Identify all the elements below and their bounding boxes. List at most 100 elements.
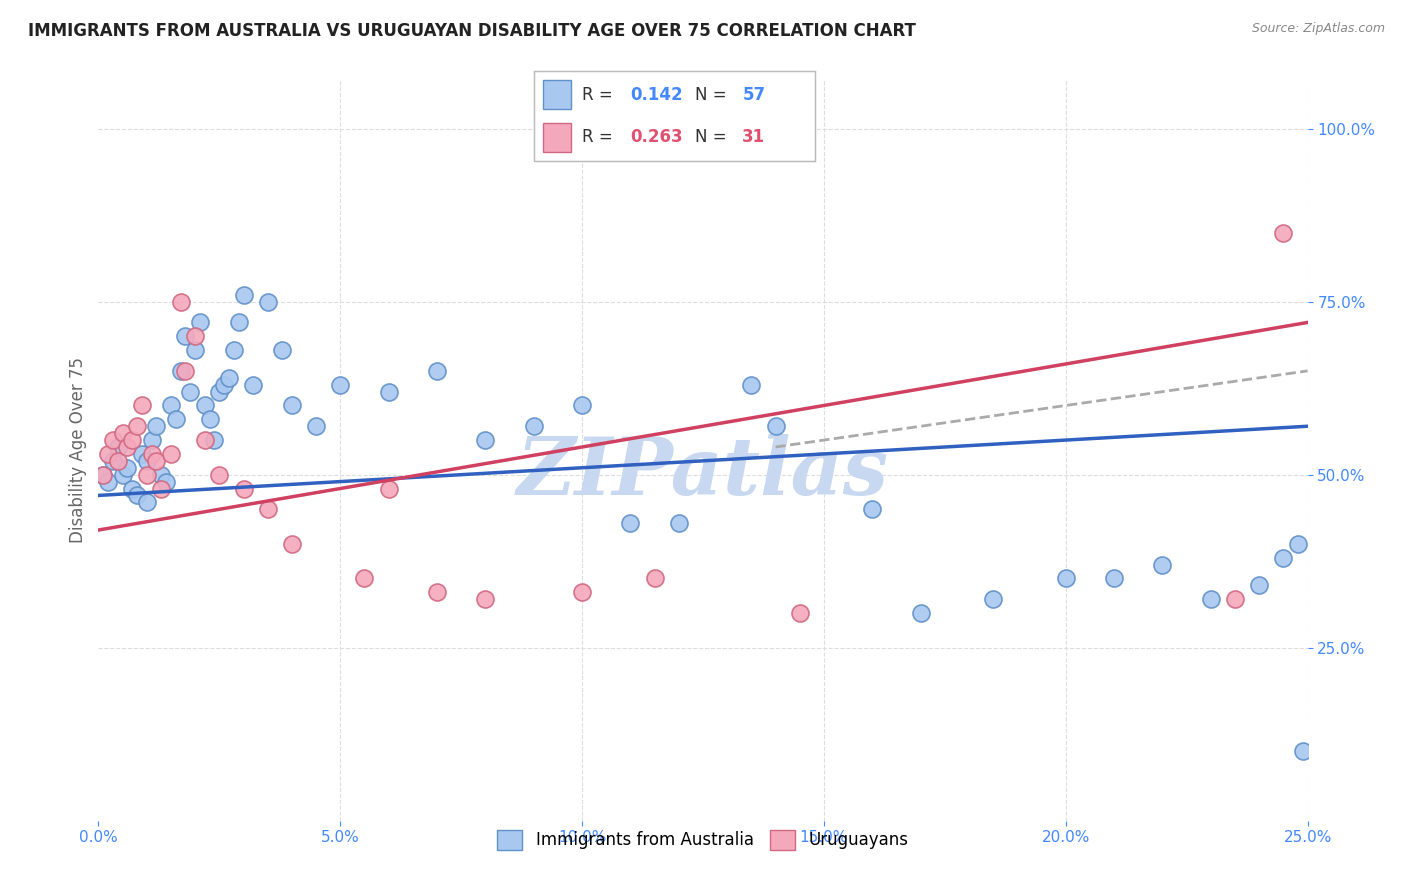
Point [256, 502, 278, 516]
Point [910, 606, 932, 620]
Point [242, 377, 264, 392]
Point [91, 467, 114, 482]
FancyBboxPatch shape [543, 123, 571, 152]
Point [1223, 592, 1246, 607]
Point [1249, 578, 1271, 592]
Point [377, 482, 399, 496]
Point [204, 433, 226, 447]
Point [1152, 558, 1174, 572]
Point [121, 482, 143, 496]
Point [117, 460, 139, 475]
Text: R =: R = [582, 128, 619, 146]
Text: N =: N = [695, 128, 731, 146]
Point [281, 537, 304, 551]
Point [619, 516, 641, 530]
Point [668, 516, 690, 530]
Point [160, 447, 183, 461]
Point [174, 364, 197, 378]
Text: 0.263: 0.263 [630, 128, 682, 146]
Point [1272, 550, 1295, 565]
Text: N =: N = [695, 86, 731, 103]
Point [188, 315, 211, 329]
Point [111, 467, 134, 482]
Point [91, 467, 114, 482]
Point [165, 412, 187, 426]
Point [97, 447, 120, 461]
Point [150, 467, 173, 482]
Point [426, 585, 449, 599]
Point [305, 419, 328, 434]
Point [111, 426, 134, 441]
Point [571, 585, 593, 599]
Point [135, 467, 157, 482]
Point [194, 433, 217, 447]
Point [145, 454, 167, 468]
Legend: Immigrants from Australia, Uruguayans: Immigrants from Australia, Uruguayans [491, 823, 915, 856]
Point [1199, 592, 1222, 607]
Point [107, 440, 129, 454]
Point [218, 371, 240, 385]
Y-axis label: Disability Age Over 75: Disability Age Over 75 [69, 358, 87, 543]
Point [169, 364, 191, 378]
Point [571, 399, 593, 413]
Point [174, 329, 197, 343]
Point [271, 343, 294, 358]
FancyBboxPatch shape [543, 80, 571, 109]
Point [198, 412, 221, 426]
Point [353, 572, 375, 586]
Point [1272, 226, 1295, 240]
Point [107, 454, 129, 468]
Point [121, 433, 143, 447]
Point [740, 377, 762, 392]
Point [256, 294, 278, 309]
Point [179, 384, 201, 399]
Point [135, 454, 157, 468]
Point [789, 606, 811, 620]
Point [232, 482, 254, 496]
Point [1102, 572, 1125, 586]
Point [222, 343, 245, 358]
Text: 57: 57 [742, 86, 765, 103]
Point [426, 364, 449, 378]
Point [141, 447, 163, 461]
Point [155, 475, 177, 489]
Point [117, 440, 139, 454]
Point [377, 384, 399, 399]
Point [232, 287, 254, 301]
Text: 31: 31 [742, 128, 765, 146]
Point [981, 592, 1004, 607]
Point [141, 433, 163, 447]
Point [194, 399, 217, 413]
Text: Source: ZipAtlas.com: Source: ZipAtlas.com [1251, 22, 1385, 36]
Point [145, 419, 167, 434]
Point [1286, 537, 1309, 551]
Point [1292, 744, 1315, 758]
Point [860, 502, 883, 516]
Point [228, 315, 250, 329]
Point [474, 592, 496, 607]
Point [281, 399, 304, 413]
Point [184, 343, 207, 358]
Text: ZIPatlas: ZIPatlas [517, 434, 889, 511]
Point [644, 572, 666, 586]
Point [131, 399, 153, 413]
Point [208, 467, 231, 482]
Point [101, 433, 124, 447]
Point [135, 495, 157, 509]
Text: 0.142: 0.142 [630, 86, 682, 103]
Point [184, 329, 207, 343]
Point [474, 433, 496, 447]
Point [160, 399, 183, 413]
Point [131, 447, 153, 461]
Point [329, 377, 352, 392]
Point [101, 454, 124, 468]
Point [523, 419, 546, 434]
Point [208, 384, 231, 399]
Point [150, 482, 173, 496]
Point [1054, 572, 1077, 586]
Point [97, 475, 120, 489]
Point [212, 377, 235, 392]
Text: IMMIGRANTS FROM AUSTRALIA VS URUGUAYAN DISABILITY AGE OVER 75 CORRELATION CHART: IMMIGRANTS FROM AUSTRALIA VS URUGUAYAN D… [28, 22, 915, 40]
Text: R =: R = [582, 86, 619, 103]
Point [765, 419, 787, 434]
